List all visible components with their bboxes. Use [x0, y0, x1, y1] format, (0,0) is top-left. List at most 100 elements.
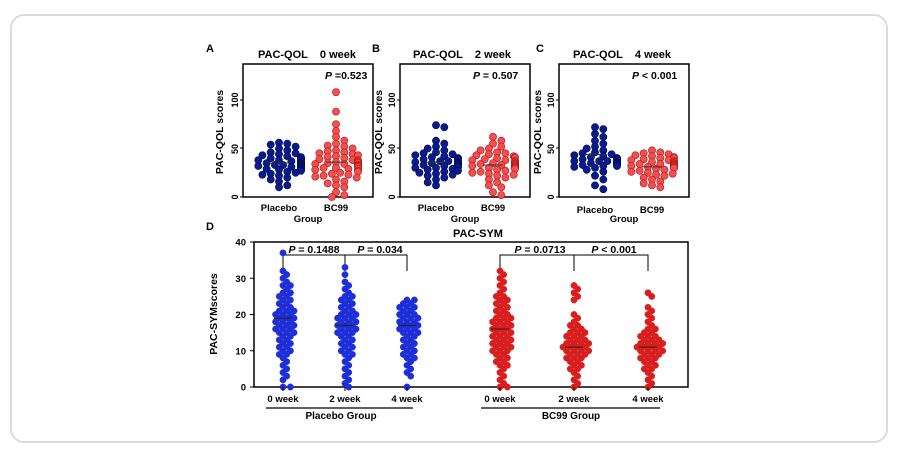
data-point: [291, 168, 300, 177]
panel-a-ytick-0: 0: [230, 194, 240, 199]
data-point: [352, 173, 361, 182]
data-point: [341, 263, 349, 271]
data-point: [660, 171, 669, 180]
data-point: [613, 162, 621, 170]
ytick-label: 40: [235, 238, 246, 249]
data-point: [599, 167, 608, 176]
data-point: [407, 372, 415, 380]
comparison-bracket: [573, 254, 649, 271]
data-point: [332, 132, 340, 141]
panel-c-xtick-placebo: Placebo: [577, 205, 614, 216]
panel-c-xlabel: Group: [610, 214, 639, 225]
data-point: [599, 132, 608, 141]
data-point: [423, 178, 432, 187]
ytick-label: 10: [235, 346, 246, 357]
panel-d-yticks: 0 10 20 30 40: [235, 238, 254, 394]
xtick-label: 4 week: [632, 394, 664, 405]
data-point: [484, 181, 493, 190]
data-point: [341, 271, 349, 278]
data-point: [440, 123, 449, 132]
panel-d: PAC-SYM PAC-SYMscores 0 10 20 30 40 P = 0.14…: [208, 228, 689, 422]
xtick-label: 2 week: [558, 394, 590, 405]
data-point: [489, 132, 497, 141]
panel-b-ylabel: PAC-QOL scores: [373, 90, 385, 174]
panel-d-xticks: 0 week 2 week 4 week 0 week 2 week 4 week: [267, 387, 664, 405]
data-point: [476, 146, 485, 155]
panel-a-xtick-placebo: Placebo: [261, 203, 298, 214]
panel-a-ytick-50: 50: [230, 144, 240, 154]
data-point: [275, 183, 283, 192]
data-point: [595, 157, 603, 165]
panel-c-ylabel: PAC-QOL scores: [532, 90, 544, 174]
panel-c-pvalue: P < 0.001: [632, 70, 677, 82]
panel-c-xtick-bc99: BC99: [640, 205, 664, 216]
panel-a-pvalue: P =0.523: [325, 70, 368, 82]
data-point: [283, 173, 292, 182]
data-point: [599, 125, 608, 134]
xtick-label: 0 week: [484, 394, 516, 405]
data-point: [440, 139, 449, 148]
data-point: [283, 181, 292, 190]
data-point: [489, 188, 497, 197]
panel-a-frame: [242, 63, 374, 198]
comparison-bracket: [499, 254, 575, 271]
panel-a-ytick-100: 100: [230, 92, 240, 107]
panel-c-ytick-50: 50: [546, 144, 556, 154]
panel-b-xlabel: Group: [451, 214, 480, 225]
data-point: [599, 139, 608, 148]
data-point: [570, 162, 579, 171]
data-point: [570, 296, 578, 304]
data-point: [497, 183, 506, 192]
panel-d-title: PAC-SYM: [453, 228, 503, 240]
panel-b-frame: [399, 63, 531, 198]
data-point: [332, 107, 340, 116]
data-point: [582, 165, 591, 174]
data-point: [648, 181, 656, 190]
data-point: [432, 181, 440, 190]
data-point: [311, 172, 320, 181]
comparison-pvalue: P = 0.034: [357, 244, 402, 256]
data-point: [332, 120, 340, 129]
data-point: [340, 191, 349, 199]
data-point: [266, 175, 275, 184]
panel-d-brackets: P = 0.1488 P = 0.034 P = 0.0713 P < 0.001: [282, 244, 649, 271]
data-point: [503, 383, 511, 391]
data-point: [607, 150, 616, 159]
data-point: [668, 169, 677, 178]
data-point: [323, 179, 332, 188]
panel-b-ytick-100: 100: [387, 92, 397, 107]
data-point: [411, 151, 420, 160]
data-point: [497, 142, 506, 151]
panel-c-ytick-0: 0: [546, 194, 556, 199]
panel-c-title: PAC-QOL 4 week: [573, 49, 672, 61]
data-point: [591, 181, 599, 190]
panel-b-title: PAC-QOL 2 week: [413, 49, 512, 61]
data-point: [436, 157, 444, 165]
ytick-label: 30: [235, 274, 246, 285]
panel-letter-b: B: [372, 43, 380, 55]
bc99-group-label: BC99 Group: [542, 411, 600, 422]
data-point: [279, 249, 287, 257]
data-point: [332, 181, 340, 190]
panel-b-ytick-0: 0: [387, 194, 397, 199]
data-point: [266, 140, 275, 149]
data-point: [591, 171, 599, 180]
panel-a-title: PAC-QOL 0 week: [258, 49, 357, 61]
panel-c-ytick-100: 100: [546, 92, 556, 107]
comparison-pvalue: P = 0.0713: [514, 244, 565, 256]
data-point: [311, 165, 320, 174]
data-point: [415, 168, 424, 177]
data-point: [591, 163, 599, 172]
panel-a-ylabel: PAC-QOL scores: [214, 90, 226, 174]
panel-c-frame: [558, 63, 690, 198]
data-point: [440, 173, 449, 182]
panel-b-ytick-50: 50: [387, 144, 397, 154]
panel-a-xtick-bc99: BC99: [324, 203, 348, 214]
data-point: [468, 168, 477, 177]
panel-a-xlabel: Group: [294, 214, 323, 225]
data-point: [279, 376, 287, 384]
data-point: [448, 150, 457, 159]
data-point: [291, 142, 300, 151]
data-point: [635, 166, 644, 175]
